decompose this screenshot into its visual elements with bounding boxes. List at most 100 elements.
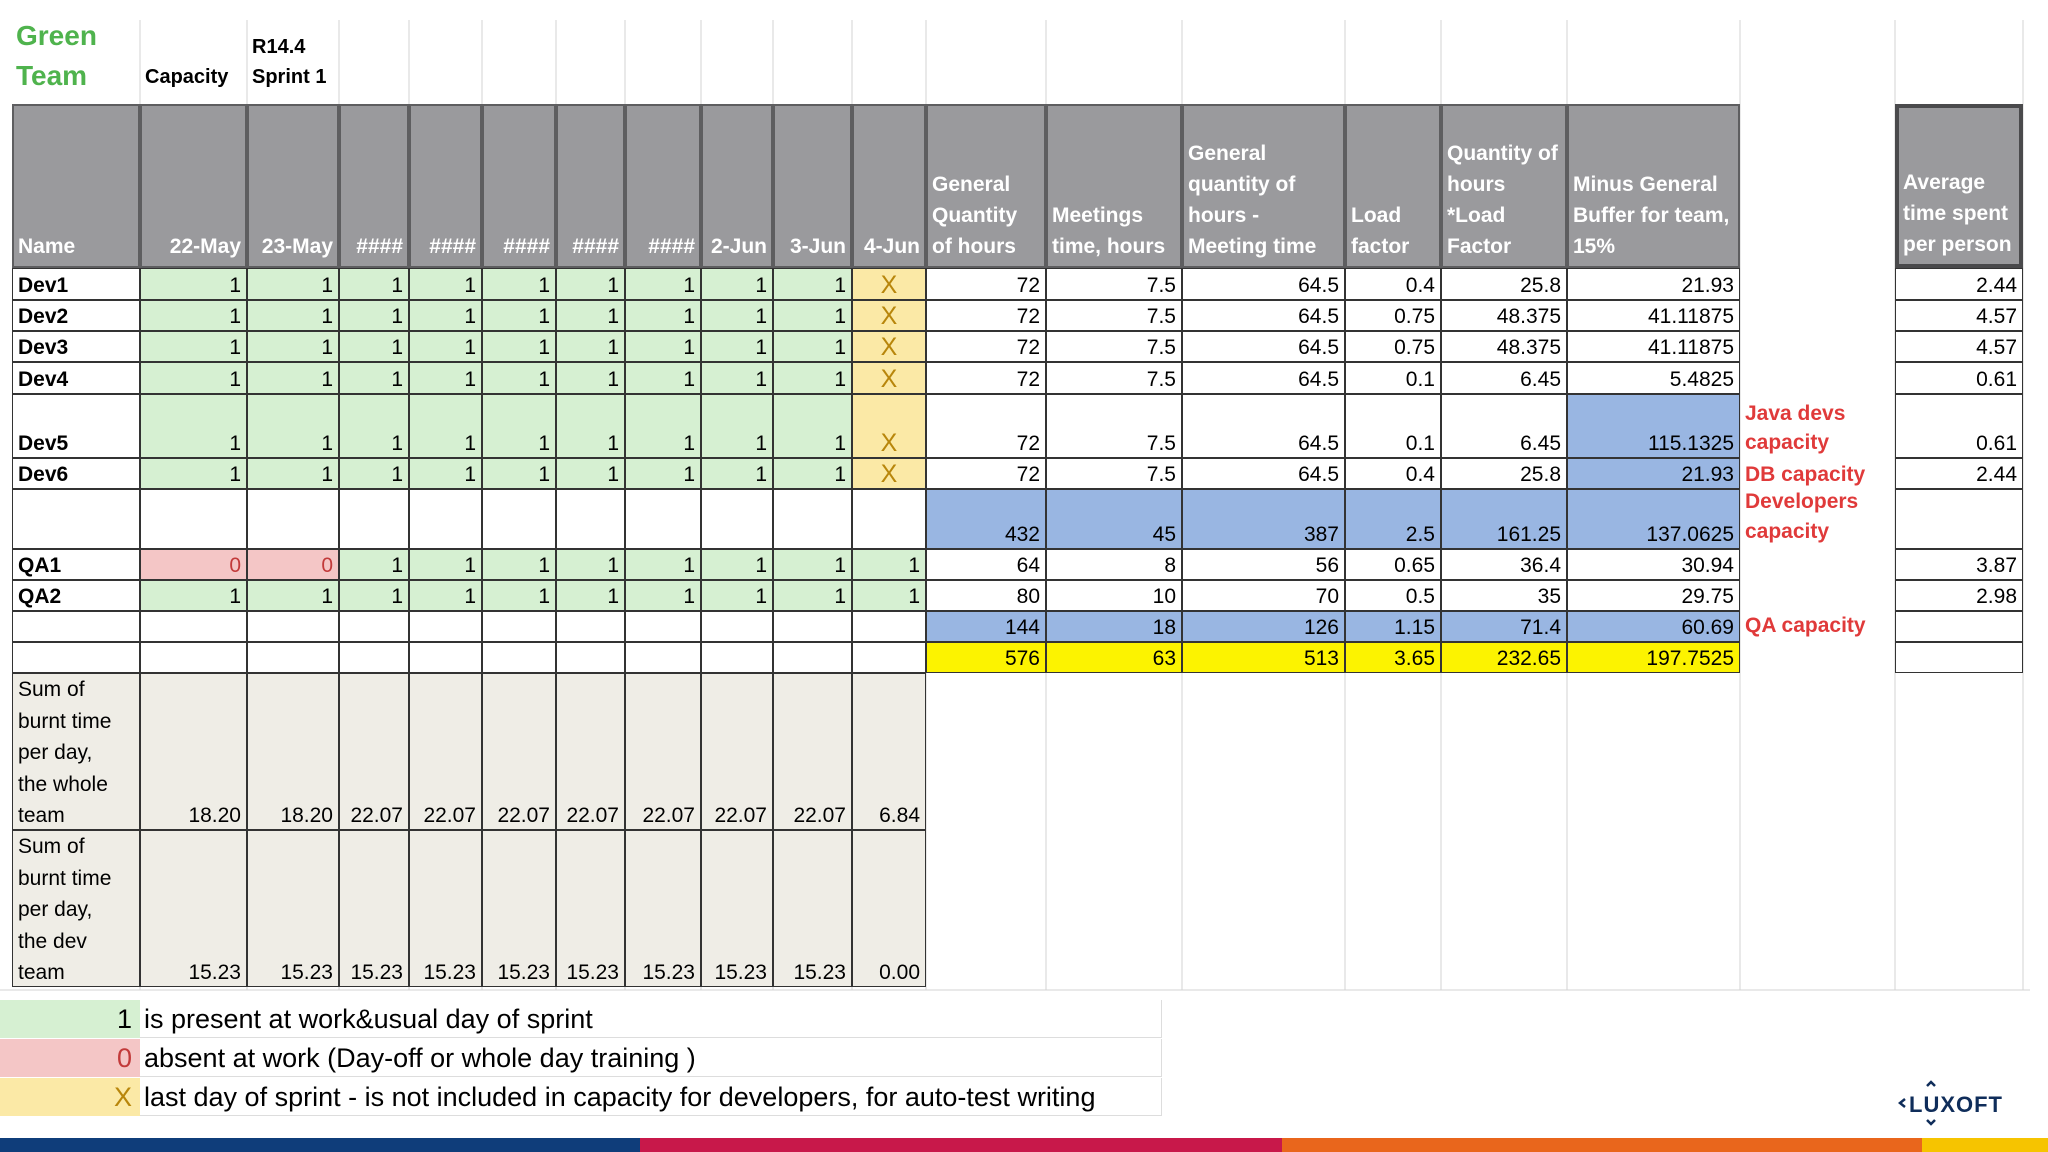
day-cell: 1 [339, 268, 409, 300]
value-cell-meetings: 7.5 [1046, 458, 1182, 489]
qa-total-general: 144 [926, 611, 1046, 642]
burnt_dev-value: 15.23 [409, 830, 482, 987]
burnt_dev-value: 15.23 [625, 830, 701, 987]
value-cell-qty: 25.8 [1441, 458, 1567, 489]
team-title-line2: Team [16, 60, 88, 91]
day-cell: 1 [140, 580, 247, 611]
value-cell-load: 0.5 [1345, 580, 1441, 611]
capacity-label: Capacity [145, 66, 229, 88]
header-day-1: 22-May [140, 104, 247, 268]
day-cell: 1 [247, 362, 339, 394]
average-cell: 4.57 [1895, 331, 2023, 362]
burnt_dev-value: 15.23 [773, 830, 852, 987]
blank-cell [12, 611, 140, 642]
day-cell: X [852, 362, 926, 394]
day-cell: 1 [247, 331, 339, 362]
burnt_whole-value: 22.07 [625, 673, 701, 830]
burnt_dev-value: 15.23 [247, 830, 339, 987]
burnt_whole-value: 18.20 [140, 673, 247, 830]
blank-cell [339, 642, 409, 673]
day-cell: 1 [339, 549, 409, 580]
value-cell-buffer: 41.11875 [1567, 331, 1740, 362]
day-cell: 1 [482, 458, 556, 489]
value-cell-meetings: 7.5 [1046, 394, 1182, 458]
day-cell: X [852, 268, 926, 300]
burnt_whole-value: 22.07 [409, 673, 482, 830]
header-day-5: #### [482, 104, 556, 268]
blank-cell [247, 489, 339, 549]
value-cell-buffer: 5.4825 [1567, 362, 1740, 394]
burnt_whole-value: 6.84 [852, 673, 926, 830]
legend-symbol: 0 [0, 1039, 140, 1077]
day-cell: 1 [556, 300, 625, 331]
day-cell: 1 [556, 268, 625, 300]
day-cell: 1 [701, 331, 773, 362]
day-cell: 1 [482, 268, 556, 300]
day-cell: 1 [409, 362, 482, 394]
brand-bar [0, 1138, 2048, 1152]
day-cell: 1 [482, 300, 556, 331]
blank-cell [773, 489, 852, 549]
header-day-7: #### [625, 104, 701, 268]
blank-cell [556, 642, 625, 673]
sprint-label-line1: R14.4 [252, 36, 306, 58]
average-cell: 3.87 [1895, 549, 2023, 580]
day-cell: 1 [247, 458, 339, 489]
blank-cell [1895, 642, 2023, 673]
blank-cell [12, 489, 140, 549]
blank-cell [852, 611, 926, 642]
value-cell-meetings: 10 [1046, 580, 1182, 611]
row-name: Dev3 [12, 331, 140, 362]
day-cell: 1 [773, 458, 852, 489]
blank-cell [852, 642, 926, 673]
grand-total-meetings: 63 [1046, 642, 1182, 673]
dev-total-meetings: 45 [1046, 489, 1182, 549]
blank-cell [701, 642, 773, 673]
row-name: Dev1 [12, 268, 140, 300]
day-cell: X [852, 331, 926, 362]
blank-cell [482, 489, 556, 549]
value-cell-qty: 6.45 [1441, 394, 1567, 458]
brand-bar-orange [1282, 1138, 1922, 1152]
burnt_whole-value: 22.07 [773, 673, 852, 830]
luxoft-logo-text: LUXOFT [1909, 1092, 2003, 1117]
header-general-quantity: General Quantity of hours [926, 104, 1046, 268]
value-cell-buffer: 21.93 [1567, 268, 1740, 300]
day-cell: 1 [625, 549, 701, 580]
value-cell-load: 0.1 [1345, 394, 1441, 458]
header-name: Name [12, 104, 140, 268]
day-cell: 0 [247, 549, 339, 580]
burnt_whole-label: Sum of burnt time per day, the whole team [12, 673, 140, 830]
day-cell: 1 [556, 362, 625, 394]
blank-cell [409, 489, 482, 549]
day-cell: 1 [625, 268, 701, 300]
java-devs-label-line2: capacity [1745, 431, 1830, 454]
blank-cell [339, 611, 409, 642]
qa-total-net: 126 [1182, 611, 1345, 642]
day-cell: 1 [556, 331, 625, 362]
blank-cell [247, 611, 339, 642]
day-cell: 1 [625, 394, 701, 458]
average-cell: 0.61 [1895, 362, 2023, 394]
blank-cell [247, 642, 339, 673]
value-cell-qty: 48.375 [1441, 300, 1567, 331]
header-minus-buffer: Minus General Buffer for team, 15% [1567, 104, 1740, 268]
day-cell: 1 [482, 580, 556, 611]
day-cell: 1 [339, 580, 409, 611]
day-cell: 1 [339, 300, 409, 331]
day-cell: 1 [140, 300, 247, 331]
value-cell-net: 64.5 [1182, 268, 1345, 300]
legend-text: absent at work (Day-off or whole day tra… [140, 1039, 1162, 1077]
day-cell: 1 [773, 300, 852, 331]
dev-total-qty: 161.25 [1441, 489, 1567, 549]
header-day-10: 4-Jun [852, 104, 926, 268]
day-cell: 1 [556, 394, 625, 458]
day-cell: 1 [140, 394, 247, 458]
grand-total-general: 576 [926, 642, 1046, 673]
day-cell: 1 [482, 362, 556, 394]
grand-total-load: 3.65 [1345, 642, 1441, 673]
value-cell-qty: 48.375 [1441, 331, 1567, 362]
blank-cell [482, 611, 556, 642]
header-average: Average time spent per person [1895, 104, 2023, 268]
blank-cell [339, 489, 409, 549]
